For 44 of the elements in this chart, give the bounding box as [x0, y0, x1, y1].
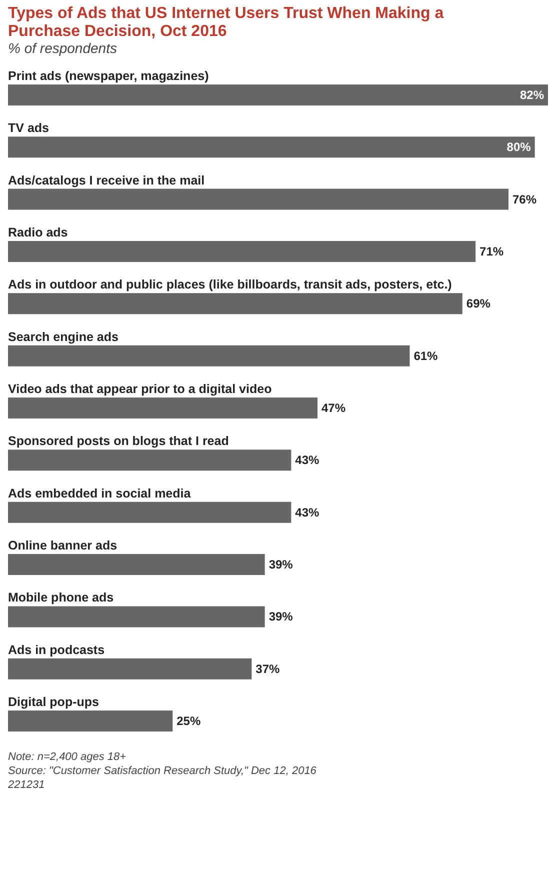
data-label: 69%: [466, 296, 491, 311]
text: 221231: [7, 779, 45, 791]
y-tick-label: Search engine ads: [8, 330, 119, 344]
y-tick-label: Ads in podcasts: [8, 642, 105, 657]
bar: [8, 450, 292, 471]
y-tick-label: Mobile phone ads: [8, 590, 114, 605]
data-label: 82%: [520, 88, 544, 102]
chart-title: Types of Ads that US Internet Users Trust When Making a Purchase Decision, Oct 2016: [8, 4, 444, 40]
data-label: 25%: [176, 714, 201, 728]
data-label: 47%: [322, 401, 346, 415]
y-tick-label: Ads in outdoor and public places (like billboards, transit ads, posters, etc.): [8, 278, 452, 292]
data-label: 76%: [512, 192, 537, 206]
bar: [8, 84, 548, 106]
bar: [8, 345, 410, 366]
y-tick-label: Print ads (newspaper, magazines): [8, 68, 209, 83]
bar: [8, 398, 318, 418]
data-label: 71%: [480, 244, 504, 258]
bar: [8, 136, 535, 158]
y-tick-label: Ads/catalogs I receive in the mail: [8, 173, 205, 188]
bar: [8, 554, 265, 576]
data-label: 39%: [268, 558, 294, 572]
data-label: 43%: [295, 453, 320, 468]
bar: [8, 293, 462, 314]
bar: [8, 240, 476, 262]
text: Note: n=2,400 ages 18+: [8, 751, 127, 763]
y-tick-label: Sponsored posts on blogs that I read: [8, 434, 229, 448]
bar: [8, 710, 173, 732]
data-label: 39%: [268, 610, 294, 624]
y-tick-label: Video ads that appear prior to a digital video: [8, 382, 272, 396]
y-tick-label: Ads embedded in social media: [8, 486, 192, 500]
y-tick-label: Online banner ads: [8, 538, 118, 553]
bar: [8, 188, 508, 210]
bar: [8, 606, 265, 628]
bar: [8, 502, 292, 523]
chart-subtitle: % of respondents: [8, 40, 117, 56]
data-label: 61%: [414, 348, 438, 363]
bar: [8, 658, 252, 680]
y-tick-label: Radio ads: [8, 225, 68, 240]
y-tick-label: Digital pop-ups: [8, 695, 100, 710]
source-note: Source: "Customer Satisfaction Research Study," Dec 12, 2016: [8, 765, 318, 777]
data-label: 80%: [506, 140, 532, 154]
data-label: 37%: [256, 662, 280, 676]
data-label: 43%: [295, 505, 320, 520]
y-tick-label: TV ads: [8, 121, 50, 136]
